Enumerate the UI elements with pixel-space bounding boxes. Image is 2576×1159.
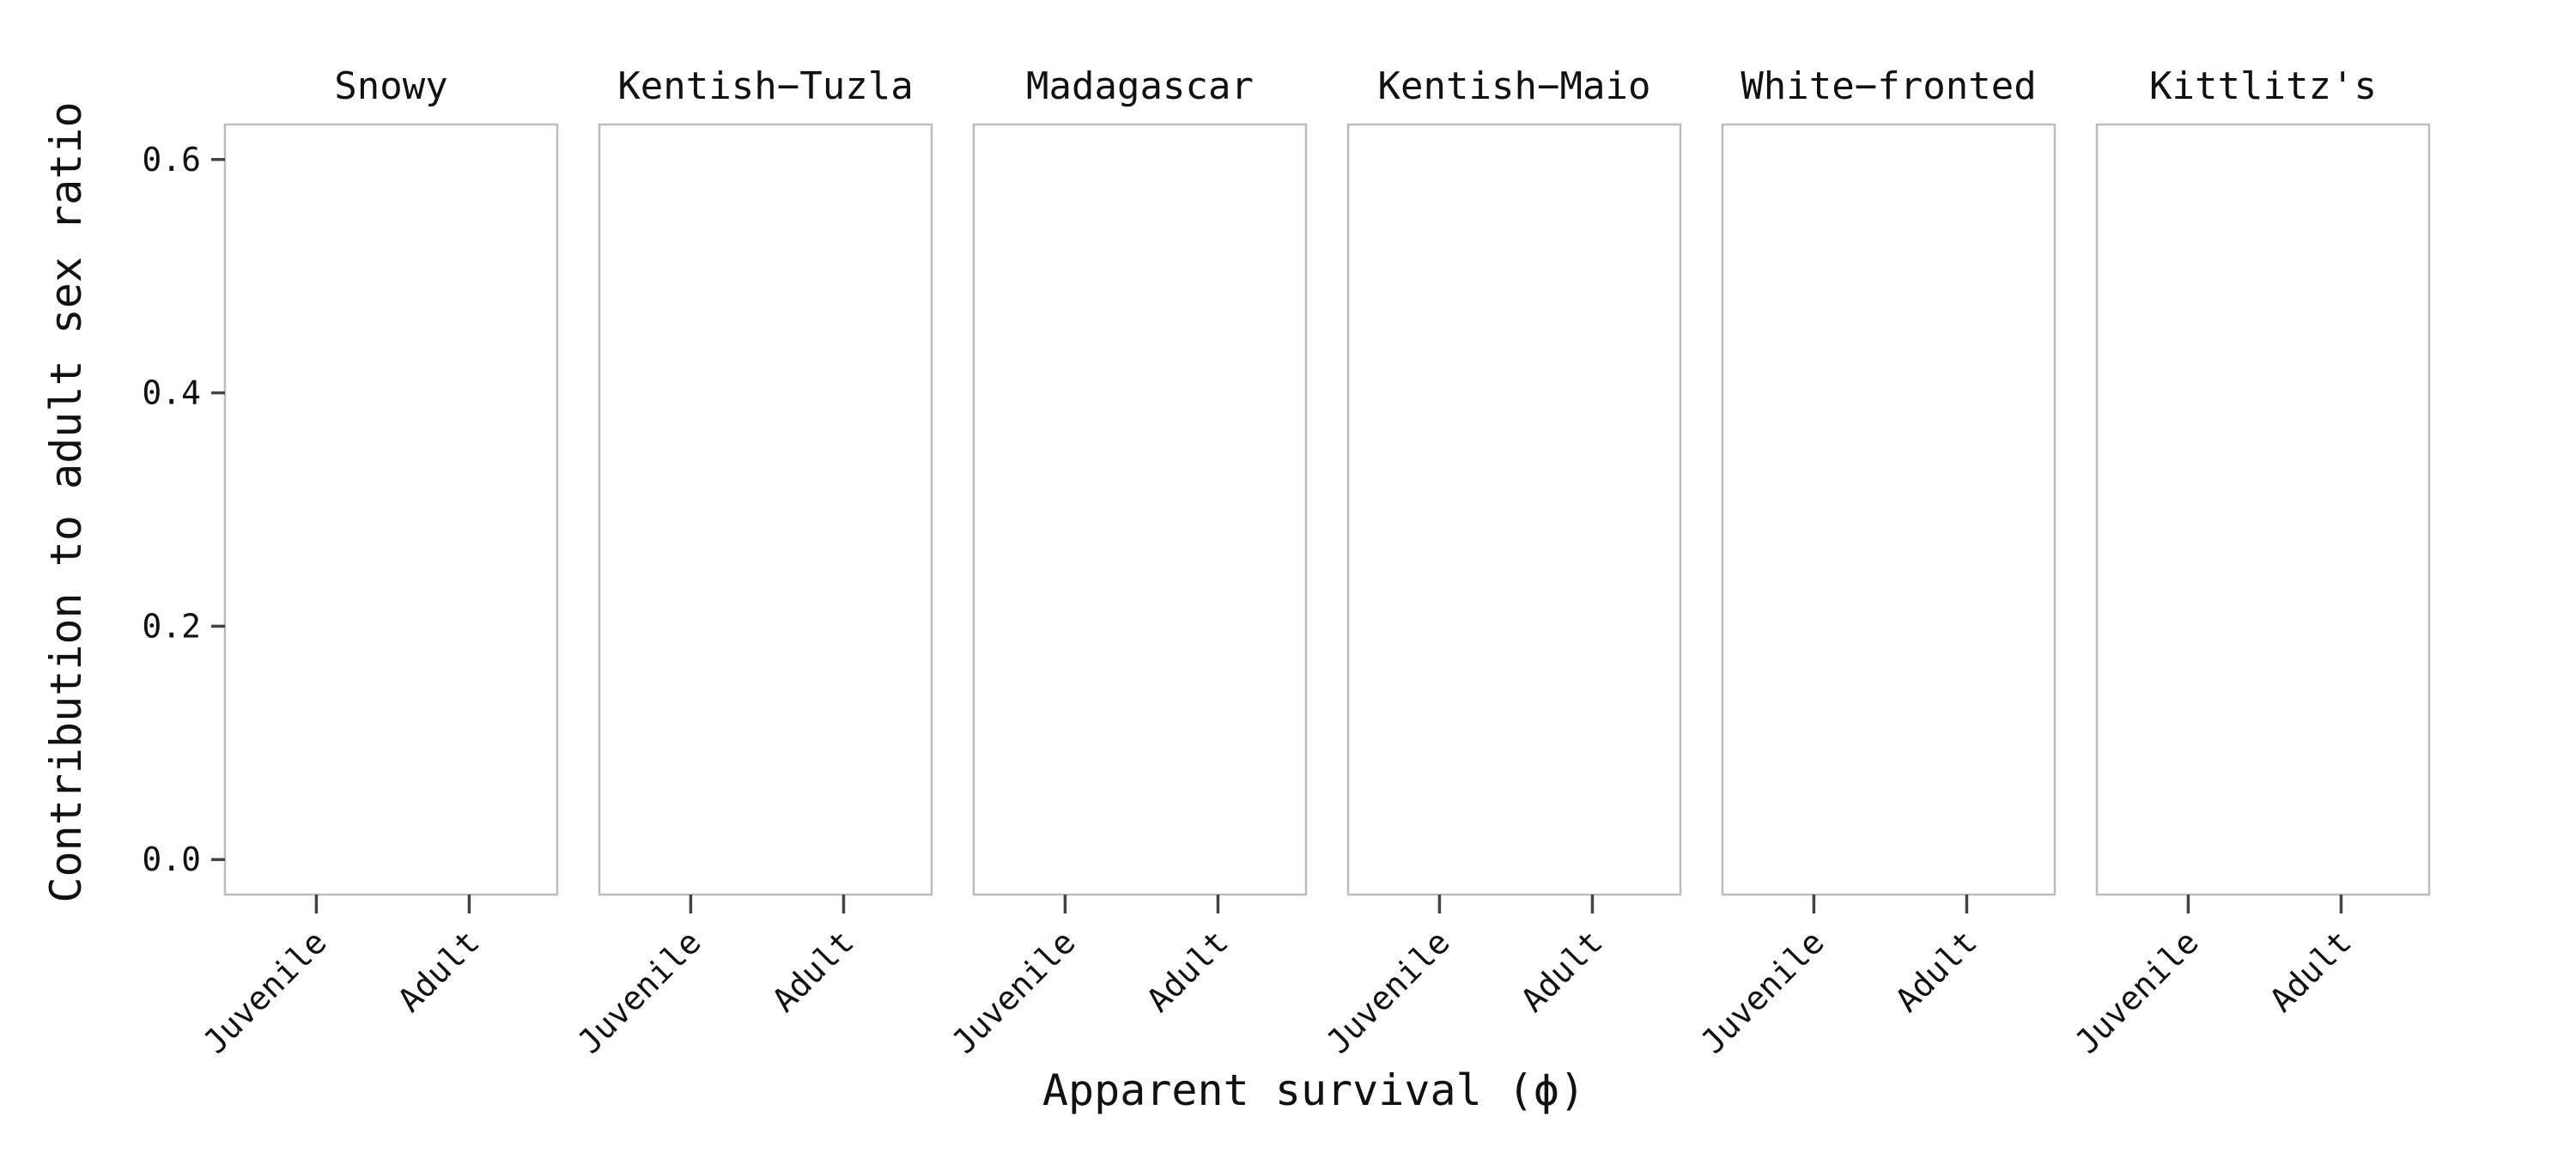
facet-panel: Madagascar Juvenile Adult xyxy=(945,64,1308,1061)
panel-frame xyxy=(2095,123,2431,896)
facet-panel: Kentish−Tuzla Juvenile Adult xyxy=(570,64,933,1061)
facet-panel: White−fronted Juvenile Adult xyxy=(1693,64,2057,1061)
panel-frame xyxy=(1346,123,1682,896)
y-tick-label: 0.0 xyxy=(142,840,201,878)
x-tick-label: Juvenile xyxy=(196,923,334,1061)
facet-panel: Kentish−Maio Juvenile Adult xyxy=(1319,64,1682,1061)
x-tick-label: Adult xyxy=(391,923,487,1019)
x-axis-title: Apparent survival (ϕ) xyxy=(1042,1065,1585,1115)
x-tick-label: Adult xyxy=(1139,923,1236,1019)
facet-panel: Snowy Juvenile Adult xyxy=(196,64,559,1061)
panel-frame xyxy=(598,123,933,896)
x-tick-label: Juvenile xyxy=(945,923,1083,1061)
x-tick-label: Adult xyxy=(1888,923,1984,1019)
facet-title: Kittlitz's xyxy=(2149,64,2377,108)
facet-title: Kentish−Tuzla xyxy=(617,64,913,108)
x-tick-label: Adult xyxy=(2263,923,2359,1019)
panel-frame xyxy=(972,123,1308,896)
y-axis: 0.0 0.2 0.4 0.6 xyxy=(142,141,225,878)
y-tick-label: 0.2 xyxy=(142,607,201,645)
facet-title: Madagascar xyxy=(1026,64,1254,108)
facet-title: Snowy xyxy=(334,64,447,108)
panel-frame xyxy=(1721,123,2057,896)
panel-frame xyxy=(223,123,559,896)
y-tick-label: 0.6 xyxy=(142,141,201,179)
x-tick-label: Juvenile xyxy=(2068,923,2206,1061)
facet-title: Kentish−Maio xyxy=(1378,64,1651,108)
x-tick-label: Juvenile xyxy=(570,923,708,1061)
facet-title: White−fronted xyxy=(1741,64,2036,108)
x-tick-label: Adult xyxy=(765,923,861,1019)
facet-panel: Kittlitz's Juvenile Adult xyxy=(2068,64,2431,1061)
x-tick-label: Juvenile xyxy=(1693,923,1832,1061)
y-axis-title: Contribution to adult sex ratio xyxy=(41,101,91,902)
y-tick-label: 0.4 xyxy=(142,374,201,412)
x-tick-label: Adult xyxy=(1514,923,1610,1019)
x-tick-label: Juvenile xyxy=(1319,923,1457,1061)
facet-panels: Snowy Juvenile Adult Kentish−Tuzla Juvenile A… xyxy=(196,64,2431,1061)
